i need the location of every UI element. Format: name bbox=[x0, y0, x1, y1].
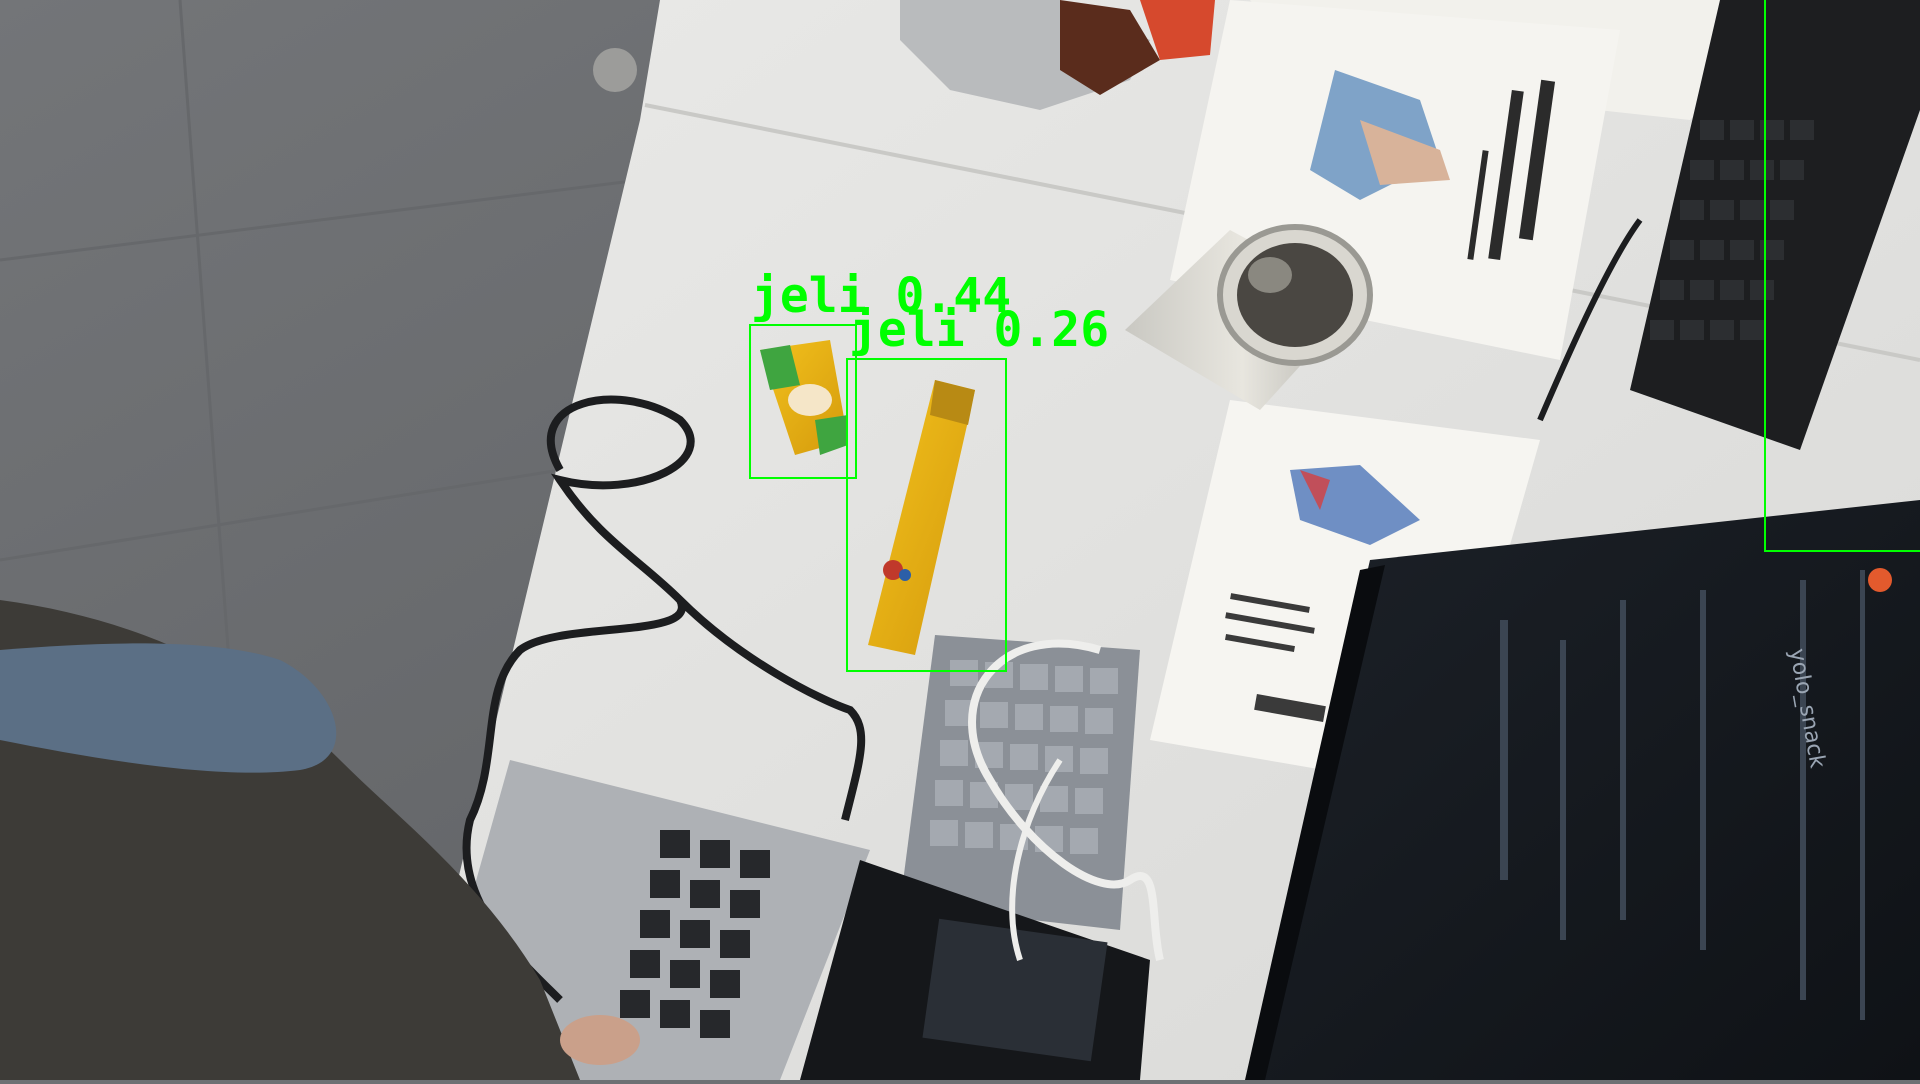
confidence-score: 0.26 bbox=[993, 302, 1110, 358]
black-keyboard bbox=[1630, 0, 1920, 450]
monitor bbox=[1245, 500, 1920, 1080]
person bbox=[0, 600, 640, 1080]
white-cable bbox=[968, 639, 1164, 961]
detection-box-keyboard bbox=[1764, 0, 1920, 552]
class-label: jeli bbox=[849, 302, 965, 358]
confidence-score: 0.44 bbox=[895, 268, 1012, 324]
white-keyboard bbox=[900, 635, 1140, 930]
black-cable bbox=[462, 395, 866, 1003]
jelly-candy bbox=[760, 340, 848, 455]
detection-label-jeli-2: jeli 0.26 bbox=[849, 306, 1109, 354]
class-label: jeli bbox=[751, 268, 867, 324]
detection-label-jeli-1: jeli 0.44 bbox=[751, 272, 1011, 320]
detection-box-jeli-1 bbox=[749, 324, 857, 479]
detection-box-jeli-2 bbox=[846, 358, 1007, 672]
jelly-stick bbox=[868, 380, 975, 655]
tumbler bbox=[1125, 224, 1373, 410]
